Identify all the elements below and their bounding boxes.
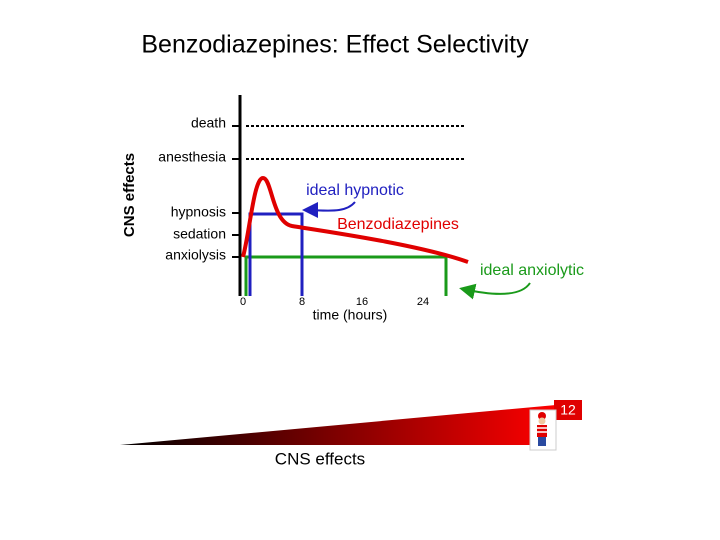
wedge: [120, 405, 556, 445]
benzodiazepine-curve: [241, 175, 469, 264]
waldo-icon: [529, 409, 557, 451]
arrow: [302, 201, 356, 219]
level-label: hypnosis: [171, 204, 226, 220]
page-number: 12: [560, 402, 576, 418]
x-tick-label: 8: [299, 296, 305, 308]
wedge-label: CNS effects: [275, 449, 365, 468]
annotation: Benzodiazepines: [337, 216, 459, 233]
x-tick-label: 0: [240, 296, 246, 308]
level-label: anesthesia: [158, 149, 226, 165]
ideal-anxiolytic-profile: [244, 255, 448, 296]
title: Benzodiazepines: Effect Selectivity: [141, 31, 529, 59]
threshold-lines: [246, 125, 466, 160]
annotation: ideal hypnotic: [306, 182, 404, 199]
x-tick-label: 24: [417, 296, 429, 308]
level-label: anxiolysis: [165, 247, 226, 263]
level-ticks: [232, 125, 240, 258]
annotation: ideal anxiolytic: [480, 262, 584, 279]
page-number-box: [554, 400, 582, 420]
level-label: sedation: [173, 226, 226, 242]
x-axis-label: time (hours): [313, 307, 388, 323]
ideal-hypnotic-profile: [248, 212, 304, 296]
arrow: [459, 282, 531, 300]
y-axis-label: CNS effects: [121, 153, 138, 237]
level-label: death: [191, 115, 226, 131]
x-tick-label: 16: [356, 296, 368, 308]
